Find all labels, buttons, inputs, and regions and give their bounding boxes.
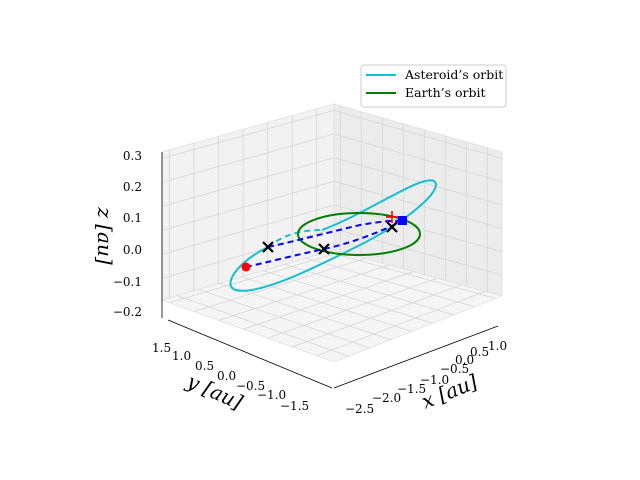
waypoint-marker xyxy=(262,241,274,253)
grid-line xyxy=(316,291,486,357)
z-tick-label: 0.2 xyxy=(123,180,142,194)
grid-line xyxy=(219,282,391,341)
x-tick-label: 0.0 xyxy=(455,353,474,367)
launch-marker xyxy=(386,211,398,223)
transfer-path-line-back xyxy=(267,219,403,248)
y-tick-label: −1.5 xyxy=(280,399,309,413)
x-tick-label: 1.0 xyxy=(488,339,507,353)
grid-line xyxy=(267,277,438,339)
grid-line xyxy=(333,180,503,229)
waypoint-marker xyxy=(386,221,398,233)
y-tick-label: −1.0 xyxy=(257,388,286,402)
legend: Asteroid’s orbit Earth’s orbit xyxy=(360,64,507,108)
grid-lines xyxy=(161,105,503,357)
asteroid-orbit-line xyxy=(229,179,437,292)
grid-line xyxy=(333,157,503,206)
x-tick-label: −2.5 xyxy=(345,402,374,416)
grid-line xyxy=(327,251,496,299)
grid-line xyxy=(218,264,390,321)
y-tick-label: 1.5 xyxy=(152,341,171,355)
x-tick-label: −1.5 xyxy=(397,382,426,396)
grid-line xyxy=(198,288,370,349)
x-tick-label: −1.0 xyxy=(420,373,449,387)
legend-box xyxy=(360,64,507,108)
grid-line xyxy=(161,180,335,231)
z-tick-label: 0.1 xyxy=(123,211,142,225)
legend-label-earth: Earth’s orbit xyxy=(405,85,486,100)
z-tick-label: −0.1 xyxy=(113,275,142,289)
x-tick-label: 0.5 xyxy=(470,345,489,359)
z-axis-label: z [au] xyxy=(93,206,117,265)
x-tick-label: −2.0 xyxy=(372,391,401,405)
x-tick-label: −0.5 xyxy=(440,362,469,376)
y-axis-line xyxy=(167,319,333,389)
z-tick-label: −0.2 xyxy=(113,305,142,319)
legend-label-asteroid: Asteroid’s orbit xyxy=(404,67,503,82)
start-marker xyxy=(241,262,251,272)
y-tick-label: 1.0 xyxy=(172,349,191,363)
earth-orbit-line xyxy=(297,212,421,256)
grid-line xyxy=(193,258,366,312)
x-axis-line xyxy=(333,325,499,389)
grid-line xyxy=(161,109,335,159)
grid-line xyxy=(333,109,503,159)
grid-line xyxy=(292,284,462,348)
y-tick-label: 0.0 xyxy=(217,369,236,383)
y-tick-label: −0.5 xyxy=(236,379,265,393)
z-tick-label: 0.3 xyxy=(123,149,142,163)
waypoint-marker xyxy=(318,243,330,255)
grid-line xyxy=(161,204,335,255)
grid-line xyxy=(169,251,342,304)
grid-line xyxy=(284,263,454,316)
grid-line xyxy=(262,270,433,324)
y-tick-label: 0.5 xyxy=(195,359,214,373)
end-marker xyxy=(398,216,407,225)
z-tick-label: 0.0 xyxy=(123,243,142,257)
grid-line xyxy=(161,133,335,183)
grid-line xyxy=(305,257,475,308)
grid-line xyxy=(333,228,503,276)
y-axis-label: y [au] xyxy=(183,368,247,414)
grid-line xyxy=(176,295,349,357)
grid-line xyxy=(161,157,335,207)
grid-line xyxy=(161,228,335,279)
grid-line xyxy=(242,271,414,330)
grid-line xyxy=(333,133,503,183)
